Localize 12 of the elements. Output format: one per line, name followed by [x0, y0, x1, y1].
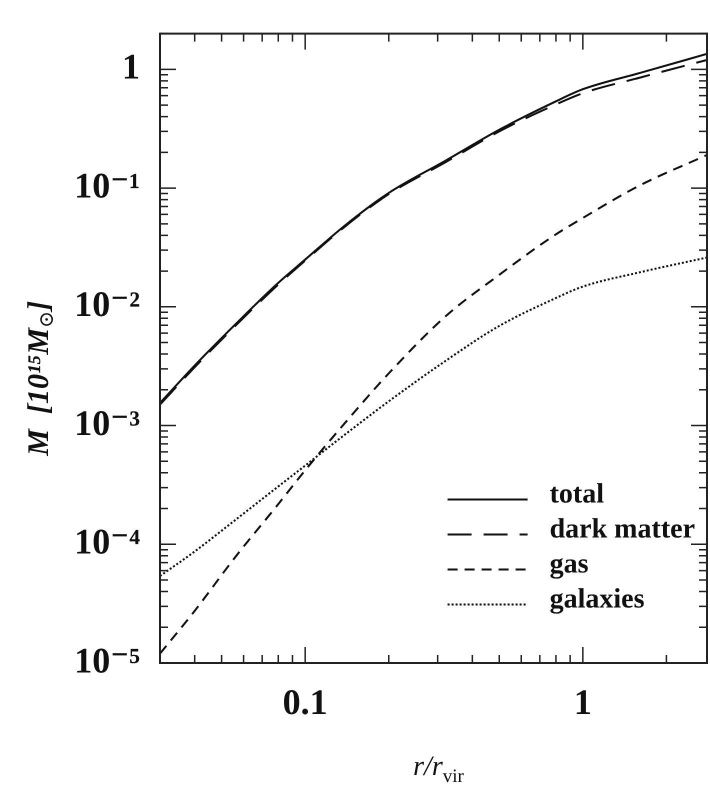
legend-label: galaxies: [550, 584, 645, 615]
legend-label: gas: [550, 548, 589, 580]
y-tick-label: 10⁻¹: [74, 165, 140, 206]
y-axis-title: M [10¹⁵M⊙]: [22, 300, 58, 457]
y-tick-label: 10⁻²: [74, 284, 140, 324]
legend-label: dark matter: [550, 514, 696, 545]
x-tick-label: 0.1: [282, 682, 328, 722]
y-tick-label: 10⁻⁴: [74, 522, 140, 562]
y-tick-label: 10⁻³: [74, 402, 140, 443]
y-tick-label: 1: [122, 46, 140, 87]
legend-label: total: [550, 478, 604, 510]
y-tick-label: 10⁻⁵: [74, 640, 140, 680]
